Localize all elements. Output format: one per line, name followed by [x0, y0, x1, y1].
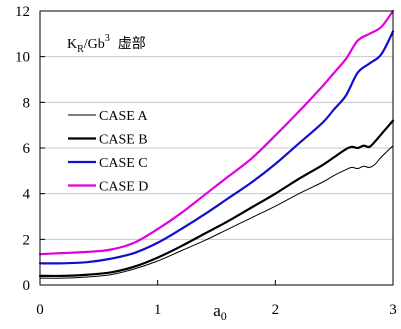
chart-annotation: KR/Gb3 虚部: [67, 33, 146, 55]
x-tick-label: 1: [154, 302, 162, 318]
series-lines: [38, 9, 395, 279]
legend-label-case-b: CASE B: [99, 133, 148, 148]
grid-lines: [40, 56, 393, 240]
series-line-case-a: [39, 145, 394, 279]
legend-label-case-a: CASE A: [99, 109, 149, 124]
y-tick-label: 12: [15, 4, 30, 20]
annotation-after: /Gb: [84, 37, 105, 52]
y-tick-label: 2: [23, 232, 31, 248]
y-tick-label: 8: [23, 95, 31, 111]
annotation-suffix: 虚部: [118, 36, 146, 52]
legend-label-case-d: CASE D: [99, 180, 148, 195]
y-tick-label: 4: [23, 187, 31, 203]
x-tick-label: 2: [272, 302, 280, 318]
annotation-base: K: [67, 37, 77, 52]
series-line-case-b: [38, 119, 395, 278]
x-axis-label-base: a: [213, 301, 221, 320]
x-axis-label: a0: [213, 301, 227, 323]
legend: CASE A CASE B CASE C CASE D: [68, 109, 149, 195]
annotation-subscript: R: [77, 44, 84, 55]
y-tick-label: 6: [23, 141, 31, 157]
legend-label-case-c: CASE C: [99, 156, 148, 171]
annotation-superscript: 3: [105, 33, 110, 44]
x-axis-label-subscript: 0: [221, 309, 227, 323]
series-line-case-d: [38, 9, 395, 256]
x-tick-label: 3: [389, 302, 397, 318]
y-tick-label: 10: [15, 50, 30, 66]
x-tick-label: 0: [36, 302, 44, 318]
series-line-case-c: [38, 30, 395, 265]
y-tick-label: 0: [23, 278, 31, 294]
